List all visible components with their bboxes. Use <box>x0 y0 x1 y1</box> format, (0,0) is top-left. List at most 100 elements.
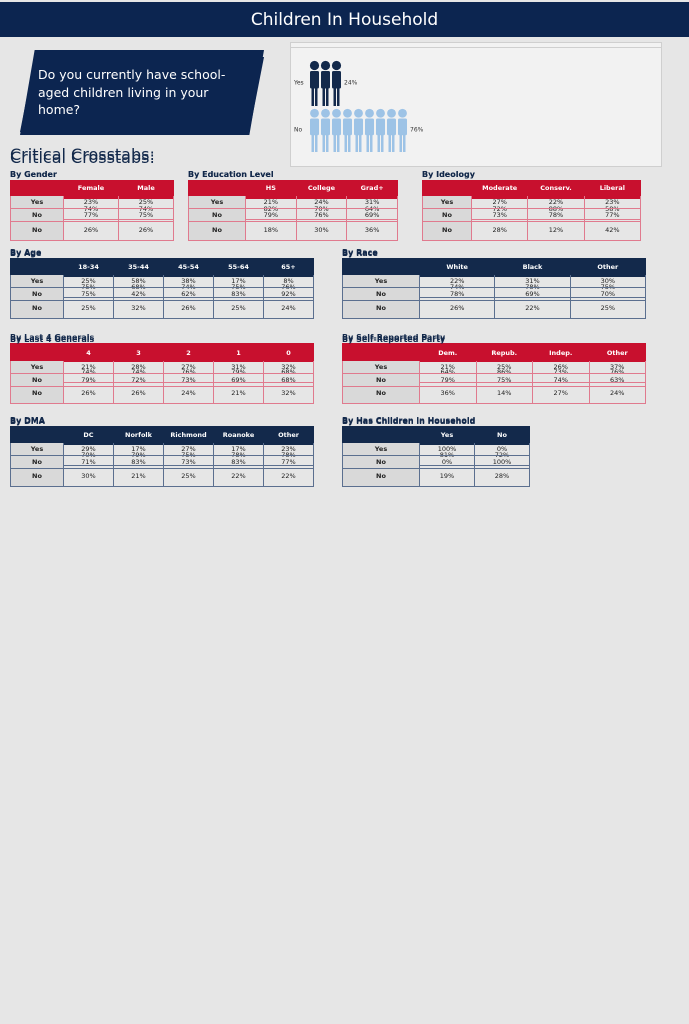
header-cell <box>188 180 246 196</box>
table-title: By Last 4 Generals <box>10 333 95 342</box>
pictograph: Yes 24% No 76% <box>293 60 424 152</box>
header-cell: 0 <box>263 345 314 361</box>
table-title: By Self-Reported Party <box>342 335 446 344</box>
row-label: No <box>342 455 420 469</box>
figure-body <box>332 71 341 89</box>
cell: 78% <box>418 287 496 301</box>
header-cell <box>342 259 420 275</box>
header-cell: Richmond <box>163 427 214 443</box>
table-row: Yes 27% 22% 23% <box>422 195 642 209</box>
header-cell <box>10 259 64 275</box>
cell: 100% <box>474 455 530 469</box>
figure-leg <box>388 134 391 152</box>
row-label: No <box>342 287 420 301</box>
cell: 21% <box>245 195 297 209</box>
cell: 17% <box>213 442 264 456</box>
cell: 58% <box>113 274 164 288</box>
figure-leg <box>355 134 358 152</box>
crosstab-table: 4 3 2 1 0 Yes 21% 28% 27% 31% 32% No 79% 72% 73% 69% 68% <box>10 345 314 387</box>
cell: 12% <box>527 219 585 241</box>
figure-head <box>332 108 341 118</box>
cell: 36% <box>346 219 398 241</box>
header-cell: 65+ <box>263 259 314 275</box>
table-row: Yes 29% 17% 27% 17% 23% <box>10 442 314 456</box>
crosstab-table: Moderate Conserv. Liberal Yes 27% 22% 23% No 73%… <box>422 180 642 222</box>
cell: 25% <box>63 274 114 288</box>
crosstab-table: White Black Other Yes 22% 31% 30% No 78% 69% 70% <box>342 259 647 301</box>
table-title: By Ideology <box>422 170 475 179</box>
cell: 69% <box>346 208 398 222</box>
row-label: Yes <box>342 360 420 374</box>
header-cell: Moderate <box>470 180 529 196</box>
figure-leg <box>315 87 318 106</box>
header-row: Dem.Repub.Indep.Other <box>342 345 646 361</box>
row-label: No <box>188 208 246 222</box>
header-cell: Other <box>263 427 314 443</box>
figure-leg <box>392 134 395 152</box>
cell: 25% <box>118 195 174 209</box>
cell: 77% <box>583 208 642 222</box>
table-title: By Gender <box>10 170 57 179</box>
crosstab-table: Yes No Yes 100% 0% No 0% 100% <box>342 427 530 469</box>
table-row: Yes 100% 0% <box>342 442 530 456</box>
row-label: No <box>10 465 64 487</box>
header-cell: Other <box>588 345 646 361</box>
cell: 31% <box>346 195 398 209</box>
cell: 31% <box>213 360 264 374</box>
row-label: No <box>188 219 246 241</box>
header-cell <box>342 427 420 443</box>
table-row: No 75% 42% 62% 83% 92% <box>10 287 314 301</box>
row-label: No <box>10 287 64 301</box>
figure-body <box>332 118 341 136</box>
header-cell: Yes <box>419 427 475 443</box>
pictograph-value: 76% <box>410 127 424 134</box>
header-cell: 3 <box>113 345 164 361</box>
cell: 23% <box>63 195 119 209</box>
pictograph-label: No <box>294 127 302 134</box>
cell: 0% <box>419 455 475 469</box>
figure-leg <box>322 87 325 106</box>
cell: 21% <box>419 360 477 374</box>
figure-group <box>309 60 342 106</box>
figure-body <box>354 118 363 136</box>
figure-leg <box>344 134 347 152</box>
pictograph-label: Yes <box>293 80 304 87</box>
cell: 27% <box>163 360 214 374</box>
cell: 42% <box>113 287 164 301</box>
header-cell: Roanoke <box>213 427 264 443</box>
table-row: Yes 21% 28% 27% 31% 32% <box>10 360 314 374</box>
header-cell: Conserv. <box>527 180 585 196</box>
table-row: Yes 25% 58% 38% 17% 8% <box>10 274 314 288</box>
row-label: No <box>10 297 64 319</box>
crosstab-table: DC Norfolk Richmond Roanoke Other Yes 29% 17% 27… <box>10 427 314 469</box>
figure-head <box>310 108 319 118</box>
cell: 28% <box>113 360 164 374</box>
figure-head <box>398 108 407 118</box>
cell: 77% <box>263 455 314 469</box>
cell: 92% <box>263 287 314 301</box>
figure-leg <box>326 134 329 152</box>
figure-head <box>365 108 374 118</box>
row-label: No <box>422 208 472 222</box>
table-title: By Race <box>342 249 378 258</box>
crosstab-table: Dem. Repub. Indep. Other Yes 21% 25% 26% 37% No 79… <box>342 345 646 387</box>
figure-head <box>320 60 331 71</box>
header-cell: 2 <box>163 345 214 361</box>
cell: 74% <box>532 373 590 387</box>
pictograph-box: Yes 24% No 76% <box>290 47 662 167</box>
row-label: No <box>10 373 64 387</box>
table-title: By Education Level <box>188 170 274 179</box>
header-cell: 35-44 <box>113 259 164 275</box>
row-label: Yes <box>422 195 472 209</box>
cell: 22% <box>418 274 496 288</box>
header-cell: No <box>474 427 530 443</box>
figure-leg <box>348 134 351 152</box>
figure-leg <box>311 134 314 152</box>
table-title: By Race <box>342 248 378 257</box>
